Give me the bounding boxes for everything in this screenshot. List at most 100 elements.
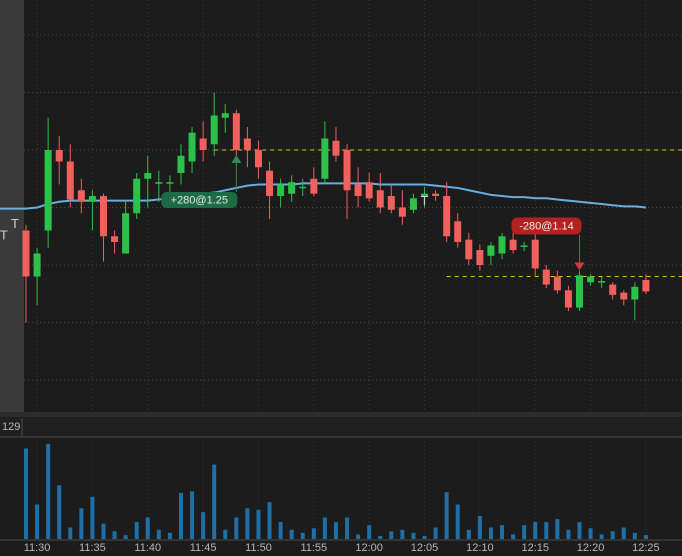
volume-bar — [400, 529, 405, 539]
trade-label: +280@1.25 — [171, 194, 228, 206]
candle-body — [487, 245, 495, 256]
x-tick-label: 11:30 — [24, 542, 51, 554]
candle-body — [376, 190, 384, 208]
candle-body — [598, 281, 606, 283]
volume-bar — [466, 529, 471, 539]
x-tick-label: 11:40 — [134, 542, 161, 554]
candle-body — [177, 155, 185, 173]
volume-bar — [544, 522, 549, 539]
candle-body — [44, 150, 52, 231]
candle-body — [587, 276, 595, 283]
candle-body — [465, 239, 473, 260]
volume-bar — [167, 532, 172, 539]
x-tick-label: 11:35 — [79, 542, 106, 554]
volume-bar — [356, 534, 361, 539]
volume-bar — [632, 532, 637, 539]
candle-body — [254, 150, 262, 168]
volume-bar — [101, 523, 106, 539]
volume-bar — [256, 509, 261, 539]
left-strip — [0, 0, 24, 412]
volume-bar — [422, 535, 427, 539]
candle-body — [155, 182, 163, 184]
candle-body — [443, 196, 451, 237]
trade-arrow — [574, 262, 585, 271]
volume-bar — [522, 525, 527, 539]
volume-bar — [123, 535, 128, 539]
candle-body — [111, 236, 119, 242]
candle-body — [398, 207, 406, 217]
candle-body — [99, 196, 107, 237]
candle-body — [454, 221, 462, 242]
candle-body — [365, 182, 373, 199]
candle-body — [509, 239, 517, 251]
candle-body — [199, 138, 207, 150]
candle-body — [520, 245, 528, 247]
x-tick-label: 12:05 — [411, 542, 439, 554]
volume-bar — [68, 527, 73, 539]
candle-body — [55, 150, 63, 162]
candle-body — [243, 138, 251, 150]
x-tick-label: 12:00 — [355, 542, 383, 554]
volume-scale-label: 129 — [2, 421, 20, 433]
volume-bar — [134, 522, 139, 539]
pane-separator — [0, 412, 682, 417]
x-tick-label: 11:45 — [190, 542, 217, 554]
candle-body — [77, 190, 85, 202]
candle-body — [277, 184, 285, 196]
candle-body — [166, 182, 174, 184]
trade-label-box — [161, 192, 238, 208]
candle-body — [310, 178, 318, 194]
candle-body — [498, 236, 506, 254]
candle-body — [210, 115, 218, 145]
candle-body — [576, 275, 583, 308]
volume-bar — [289, 529, 294, 539]
volume-bar — [201, 512, 206, 539]
average-line — [0, 182, 647, 210]
volume-bar — [300, 532, 305, 539]
trade-label: -280@1.14 — [519, 220, 574, 232]
candle-body — [88, 196, 96, 202]
candle-body — [620, 292, 628, 300]
candle-body — [266, 170, 274, 196]
volume-header — [0, 418, 682, 437]
annotation: T — [11, 216, 19, 231]
candle-body — [432, 193, 440, 196]
candle-body — [22, 230, 30, 277]
candle-body — [321, 138, 329, 179]
volume-bar — [599, 534, 604, 539]
volume-bar — [234, 517, 239, 539]
volume-bar — [588, 528, 593, 539]
candle-body — [387, 196, 395, 210]
volume-bar — [621, 527, 626, 539]
volume-bar — [566, 529, 571, 539]
candle-body — [299, 186, 307, 189]
candle-body — [188, 132, 196, 162]
volume-bar — [533, 522, 538, 539]
candle-body — [354, 184, 362, 196]
candle-body — [288, 182, 296, 194]
volume-bar — [455, 504, 460, 539]
annotation: T — [421, 193, 429, 208]
candle-body — [133, 178, 141, 214]
volume-bar — [345, 517, 350, 539]
trade-marker: -280@1.14 — [511, 217, 585, 271]
volume-bar — [411, 532, 416, 539]
candle-body — [564, 290, 572, 308]
volume-bar — [245, 508, 250, 539]
candle-body — [609, 284, 617, 295]
candle-body — [642, 279, 650, 292]
volume-bar — [223, 529, 228, 539]
x-tick-label: 12:25 — [632, 542, 660, 554]
x-tick-label: 11:55 — [300, 542, 327, 554]
volume-bar — [477, 515, 482, 539]
candle-body — [476, 250, 484, 265]
volume-bar — [389, 531, 394, 539]
volume-bar — [190, 491, 195, 539]
candle-body — [66, 161, 74, 200]
x-tick-label: 11:50 — [245, 542, 272, 554]
volume-bar — [433, 527, 438, 539]
volume-bar — [577, 522, 582, 539]
candle-body — [332, 140, 340, 156]
